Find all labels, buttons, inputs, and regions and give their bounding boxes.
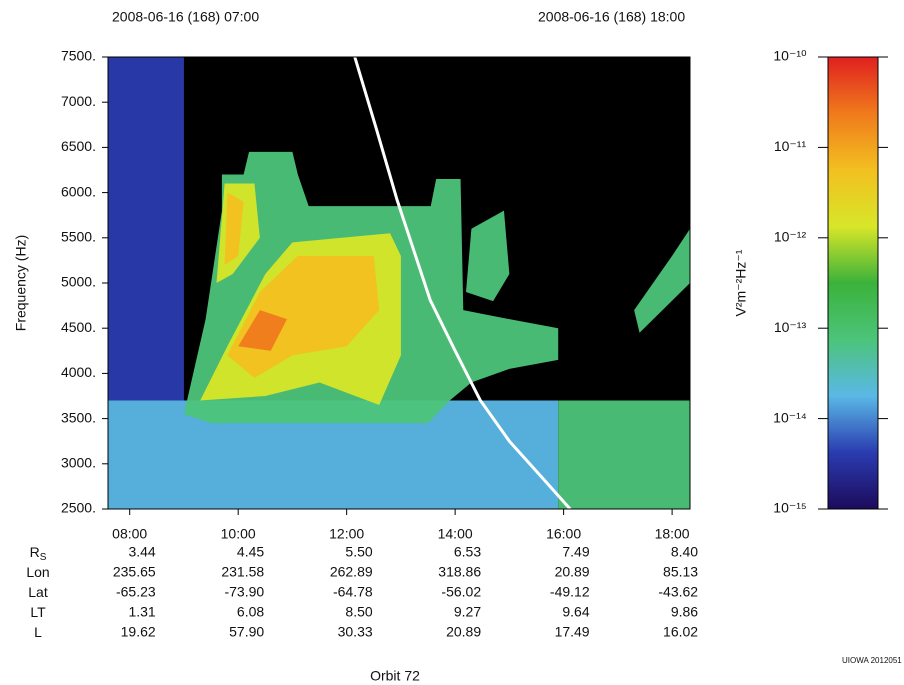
ephemeris-value: 235.65 (113, 564, 156, 580)
colorbar-tick-label: 10⁻¹⁰ (773, 48, 807, 64)
ephemeris-value: 16.02 (663, 624, 698, 640)
ephemeris-label: RS (30, 544, 47, 563)
spectral-region (224, 192, 244, 265)
spectral-region (108, 400, 559, 509)
colorbar-tick-label: 10⁻¹¹ (774, 138, 807, 154)
ephemeris-value: -43.62 (658, 584, 698, 600)
ephemeris-value: 9.64 (562, 604, 589, 620)
x-tick-label: 18:00 (655, 526, 690, 542)
ephemeris-value: 8.40 (671, 544, 698, 560)
ephemeris-value: 262.89 (330, 564, 373, 580)
ephemeris-value: 231.58 (221, 564, 264, 580)
header-right: 2008-06-16 (168) 18:00 (538, 9, 685, 25)
y-axis-title: Frequency (Hz) (13, 235, 29, 331)
x-axis-title: Orbit 72 (370, 668, 420, 684)
x-tick-label: 12:00 (329, 526, 364, 542)
ephemeris-value: 6.53 (454, 544, 481, 560)
ephemeris-value: 7.49 (562, 544, 589, 560)
ephemeris-name: LT (30, 604, 46, 620)
frequency-curve (353, 57, 572, 509)
colorbar-tick-label: 10⁻¹² (774, 229, 807, 245)
spectral-region (558, 400, 690, 509)
y-tick-label: 2500. (61, 500, 96, 516)
ephemeris-value: -56.02 (441, 584, 481, 600)
ephemeris-name: Lon (26, 564, 49, 580)
x-tick-label: 10:00 (221, 526, 256, 542)
colorbar-tick-label: 10⁻¹⁴ (773, 409, 807, 425)
colorbar-title: V²m⁻²Hz⁻¹ (733, 249, 749, 316)
ephemeris-label: LT (30, 604, 46, 620)
y-tick-label: 5500. (61, 229, 96, 245)
ephemeris-subscript: S (40, 552, 47, 563)
ephemeris-label: L (34, 624, 42, 640)
ephemeris-name: L (34, 624, 42, 640)
ephemeris-name: Lat (28, 584, 48, 600)
x-tick-label: 16:00 (546, 526, 581, 542)
x-tick-label: 14:00 (438, 526, 473, 542)
ephemeris-value: 19.62 (121, 624, 156, 640)
y-tick-label: 3500. (61, 409, 96, 425)
y-tick-label: 6500. (61, 138, 96, 154)
y-tick-label: 5000. (61, 274, 96, 290)
header-left: 2008-06-16 (168) 07:00 (112, 9, 259, 25)
ephemeris-value: 3.44 (128, 544, 155, 560)
colorbar (828, 57, 878, 509)
colorbar-tick-label: 10⁻¹⁵ (773, 500, 806, 516)
spectral-region (108, 57, 184, 401)
ephemeris-value: 85.13 (663, 564, 698, 580)
y-tick-label: 3000. (61, 455, 96, 471)
spectral-region (465, 210, 510, 302)
ephemeris-value: 20.89 (555, 564, 590, 580)
ephemeris-name: R (30, 544, 40, 560)
ephemeris-value: 9.86 (671, 604, 698, 620)
y-tick-label: 4500. (61, 319, 96, 335)
plot-area (108, 57, 690, 509)
ephemeris-value: 20.89 (446, 624, 481, 640)
y-tick-label: 6000. (61, 183, 96, 199)
spectral-region (634, 228, 690, 333)
y-tick-label: 7000. (61, 93, 96, 109)
ephemeris-value: 5.50 (345, 544, 372, 560)
ephemeris-value: -64.78 (333, 584, 373, 600)
ephemeris-value: 17.49 (555, 624, 590, 640)
ephemeris-value: 30.33 (338, 624, 373, 640)
ephemeris-value: 9.27 (454, 604, 481, 620)
x-tick-label: 08:00 (112, 526, 147, 542)
y-tick-label: 4000. (61, 364, 96, 380)
colorbar-frame (827, 56, 879, 510)
ephemeris-label: Lat (28, 584, 48, 600)
ephemeris-value: 4.45 (237, 544, 264, 560)
ephemeris-value: 8.50 (345, 604, 372, 620)
ephemeris-value: -65.23 (116, 584, 156, 600)
ephemeris-value: -73.90 (224, 584, 264, 600)
spectral-region (238, 310, 287, 351)
ephemeris-value: 318.86 (438, 564, 481, 580)
ephemeris-value: 6.08 (237, 604, 264, 620)
colorbar-tick-label: 10⁻¹³ (774, 319, 807, 335)
ephemeris-value: -49.12 (550, 584, 590, 600)
ephemeris-value: 57.90 (229, 624, 264, 640)
ephemeris-label: Lon (26, 564, 49, 580)
y-tick-label: 7500. (61, 48, 96, 64)
ephemeris-value: 1.31 (128, 604, 155, 620)
credit: UIOWA 2012051 (842, 656, 902, 665)
